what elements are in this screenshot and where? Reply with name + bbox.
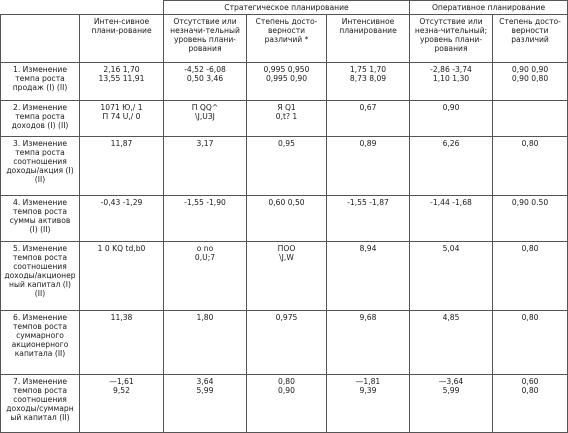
value-cell: 11,87 [79, 136, 164, 196]
column-header: Интенсивное планирование [325, 14, 411, 63]
value-cell: 1071 Ю,/ 1 П 74 U,/ 0 [79, 100, 164, 137]
operational-planning-header: Оперативное планирование [409, 0, 568, 15]
value-cell: —3,64 5,99 [409, 374, 494, 433]
row-label: 6. Изменение темпов роста суммарного акц… [0, 310, 80, 375]
value-cell: o no 0,U;7 [163, 241, 247, 311]
value-cell: 0,80 [492, 136, 568, 196]
value-cell: 8,94 [325, 241, 411, 311]
value-cell: -0,43 -1,29 [79, 195, 164, 242]
value-cell: 0,67 [325, 100, 411, 137]
value-cell: 3,64 5,99 [163, 374, 247, 433]
table-row: 4. Изменение темпов роста суммы активов … [0, 195, 568, 242]
column-header: Степень досто-верности различий * [246, 14, 327, 63]
value-cell: 1,80 [163, 310, 247, 375]
value-cell: —1,61 9,52 [79, 374, 164, 433]
table-row: 3. Изменение темпа роста соотношения дох… [0, 136, 568, 196]
value-cell: -1,55 -1,90 [163, 195, 247, 242]
value-cell: 11,38 [79, 310, 164, 375]
value-cell: -1,44 -1,68 [409, 195, 494, 242]
value-cell: 0,95 [246, 136, 327, 196]
row-label: 3. Изменение темпа роста соотношения дох… [0, 136, 80, 196]
group-header-blank-cell [79, 0, 164, 15]
column-header: Отсутствие или незна-чительный; уровень … [409, 14, 494, 63]
value-cell: -4,52 -6,08 0,50 3,46 [163, 62, 247, 101]
row-label: 2. Изменение темпа роста доходов (I) (II… [0, 100, 80, 137]
row-label: 4. Изменение темпов роста суммы активов … [0, 195, 80, 242]
value-cell [492, 100, 568, 137]
column-header: Отсутствие или незначи-тельный уровень п… [163, 14, 247, 63]
table-row: 2. Изменение темпа роста доходов (I) (II… [0, 100, 568, 137]
value-cell: 9,68 [325, 310, 411, 375]
value-cell: 0,80 [492, 310, 568, 375]
corner-blank-cell [1, 1, 80, 15]
value-cell: -1,55 -1,87 [325, 195, 411, 242]
value-cell: 2,16 1,70 13,55 11,91 [79, 62, 164, 101]
value-cell: П QQ^ \J,UЗJ [163, 100, 247, 137]
value-cell: 3,17 [163, 136, 247, 196]
value-cell: -2,86 -3,74 1,10 1,30 [409, 62, 494, 101]
row-label-header-cell [0, 14, 80, 63]
value-cell: —1,81 9,39 [325, 374, 411, 433]
value-cell: Я Q1 0,t? 1 [246, 100, 327, 137]
value-cell: 0,90 [409, 100, 494, 137]
table-row: 6. Изменение темпов роста суммарного акц… [0, 310, 568, 375]
column-header: Степень досто-верности различий [492, 14, 568, 63]
table-row: 5. Изменение темпов роста соотношения до… [0, 241, 568, 311]
column-header-row: Интен-сивное плани-рование Отсутствие ил… [0, 14, 568, 63]
column-header: Интен-сивное плани-рование [79, 14, 164, 63]
value-cell: 1,75 1,70 8,73 8,09 [325, 62, 411, 101]
group-header-row: Стратегическое планирование Оперативное … [1, 0, 568, 15]
row-label: 7. Изменение темпов роста соотношения до… [0, 374, 80, 433]
value-cell: 5,04 [409, 241, 494, 311]
value-cell: 6,26 [409, 136, 494, 196]
strategic-planning-header: Стратегическое планирование [162, 0, 411, 15]
value-cell: ПОО \J,W [246, 241, 327, 311]
value-cell: 0,995 0,950 0,995 0,90 [246, 62, 327, 101]
value-cell: 0,80 0,90 [246, 374, 327, 433]
table-row: 1. Изменение темпа роста продаж (I) (II)… [0, 62, 568, 101]
value-cell: 4,85 [409, 310, 494, 375]
value-cell: 1 0 KQ td,b0 [79, 241, 164, 311]
value-cell: 0,60 0,80 [492, 374, 568, 433]
value-cell: 0,60 0,50 [246, 195, 327, 242]
row-label: 5. Изменение темпов роста соотношения до… [0, 241, 80, 311]
value-cell: 0,90 0.50 [492, 195, 568, 242]
value-cell: 0,975 [246, 310, 327, 375]
row-label: 1. Изменение темпа роста продаж (I) (II) [0, 62, 80, 101]
value-cell: 0,80 [492, 241, 568, 311]
table-row: 7. Изменение темпов роста соотношения до… [0, 374, 568, 433]
value-cell: 0,90 0,90 0,90 0,80 [492, 62, 568, 101]
value-cell: 0,89 [325, 136, 411, 196]
